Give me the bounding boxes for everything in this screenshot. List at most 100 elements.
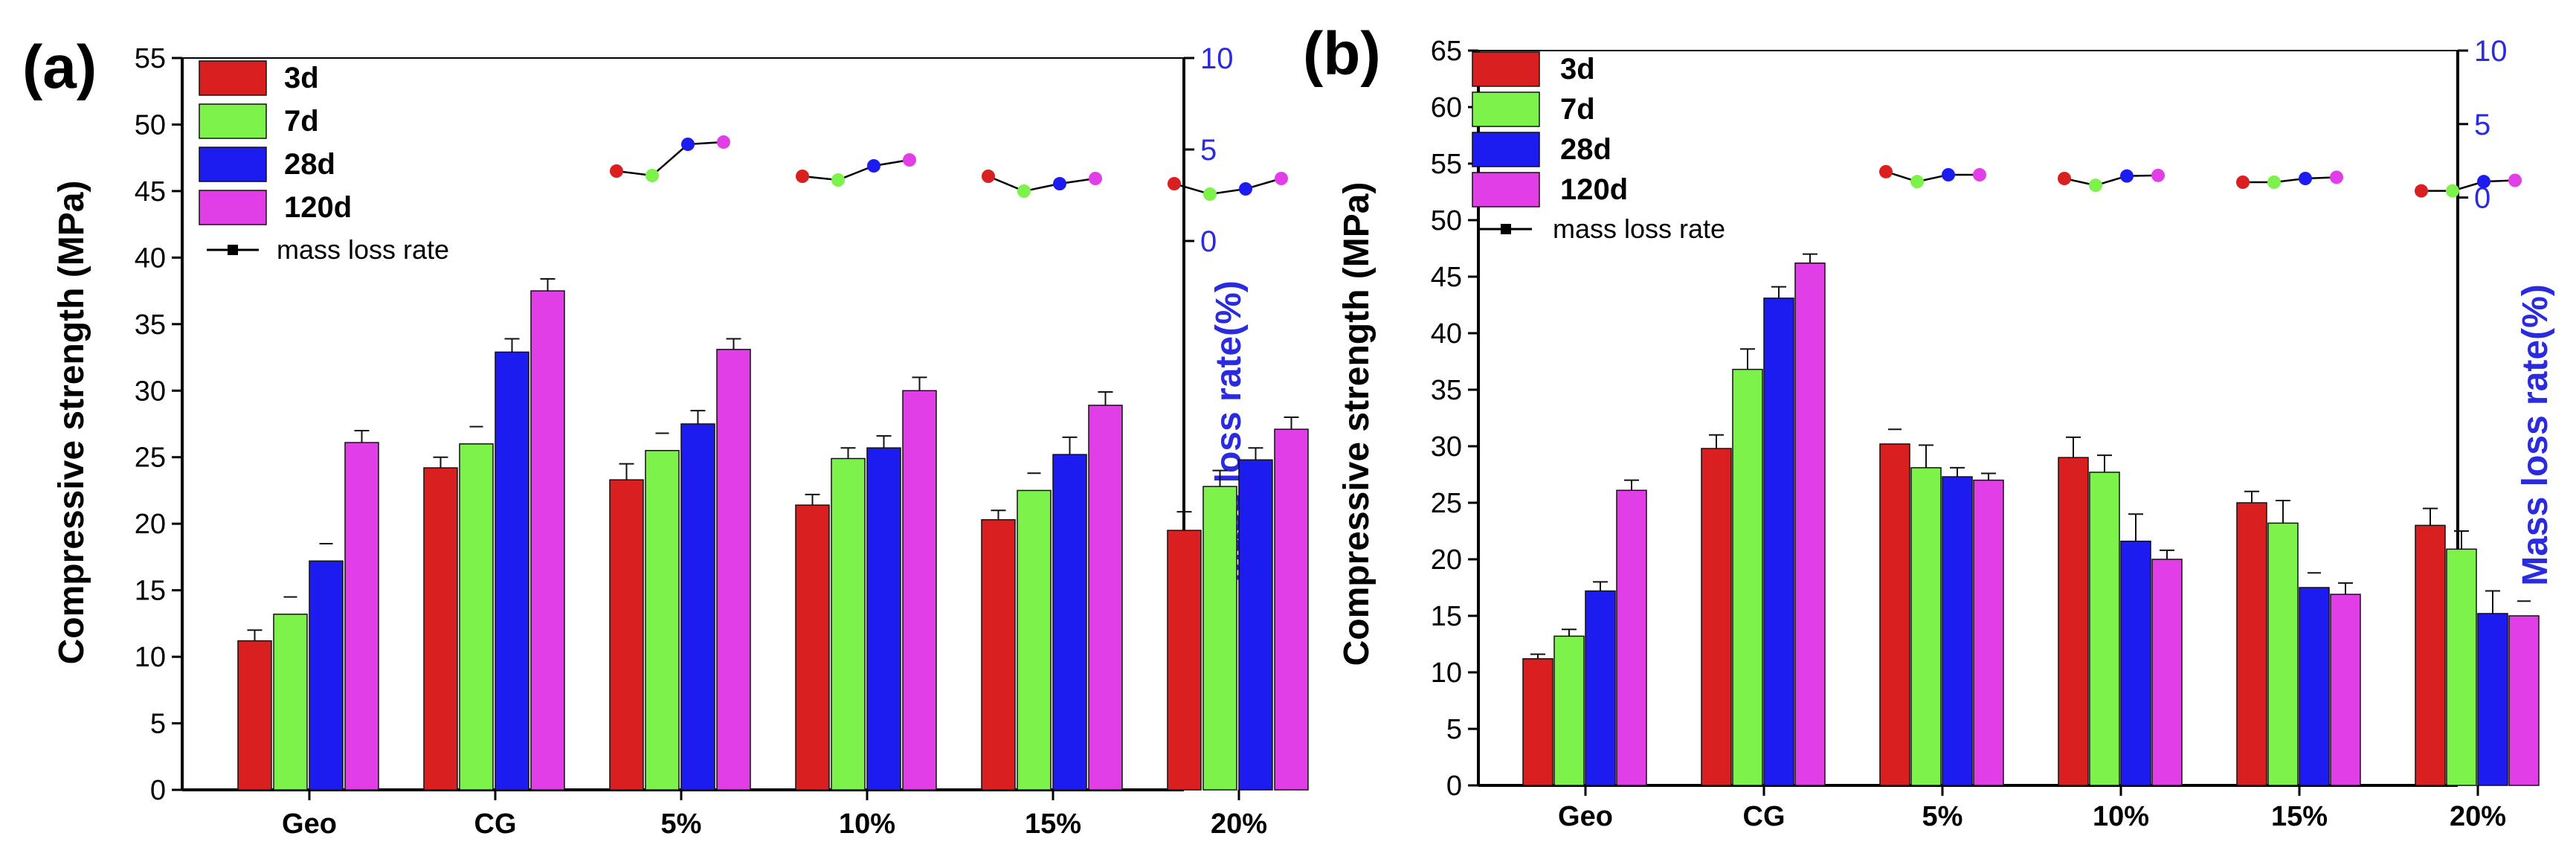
mass-loss-point-3d [796,170,809,183]
legend-label-28d: 28d [1560,133,1611,166]
y2-axis-title: Mass loss rate(%) [2516,284,2555,586]
mass-loss-point-7d [1017,184,1031,198]
x-tick-label: 10% [839,808,895,840]
bar-120d-10% [2151,559,2183,786]
y2-tick-label: 10 [2474,35,2508,68]
y-tick-label: 15 [1431,601,1462,632]
legend-label-3d: 3d [284,62,319,94]
panel-label-b: (b) [1303,20,1381,88]
mass-loss-point-28d [867,159,880,173]
y-tick-label: 0 [150,775,166,806]
y-tick-label: 35 [135,309,166,341]
bar-7d-10% [831,457,866,791]
mass-loss-point-120d [2330,170,2343,184]
y-tick-label: 10 [135,642,166,673]
bar-28d-10% [866,447,901,791]
bar-28d-Geo [309,560,344,791]
y-tick-label: 35 [1431,375,1462,406]
bar-7d-Geo [273,614,308,791]
bar-3d-5% [609,479,644,791]
mass-loss-point-28d [1942,168,1955,181]
y-tick-label: 65 [1431,36,1462,67]
mass-loss-line [988,175,1096,193]
mass-loss-point-3d [1168,177,1181,190]
y2-tick-label: 5 [2474,109,2490,141]
bar-28d-10% [2120,540,2151,786]
y-tick-label: 50 [1431,205,1462,237]
bar-3d-15% [2236,502,2267,786]
mass-loss-point-28d [1053,177,1066,190]
y-tick-label: 25 [135,443,166,474]
bar-7d-20% [2446,548,2477,786]
x-tick-label: 5% [661,808,702,840]
bar-3d-5% [1879,443,1910,786]
bar-28d-15% [2299,587,2330,786]
mass-loss-point-7d [1203,187,1217,201]
bar-7d-5% [645,450,680,791]
legend-label-7d: 7d [1560,93,1595,126]
legend-swatch-120d [1472,172,1540,208]
bar-7d-15% [1017,489,1052,791]
y-tick-label: 55 [1431,149,1462,180]
mass-loss-line [2064,174,2159,187]
mass-loss-point-120d [1275,172,1288,185]
mass-loss-point-3d [1879,164,1893,178]
bar-120d-5% [716,349,751,791]
bar-120d-20% [1274,428,1309,791]
bar-120d-15% [2330,594,2361,786]
x-tick-label: 10% [2093,801,2149,832]
x-tick-label: 20% [1211,808,1267,840]
mass-loss-line [616,141,724,177]
y2-tick-label: 0 [1200,225,1217,258]
mass-loss-point-28d [2120,169,2134,183]
bar-7d-20% [1202,486,1237,791]
bar-3d-10% [795,504,830,791]
mass-loss-point-120d [903,153,916,167]
mass-loss-point-3d [2058,172,2071,185]
bar-3d-Geo [237,640,272,791]
x-tick-label: Geo [1558,801,1613,832]
bar-120d-CG [530,290,565,791]
bar-3d-10% [2058,457,2089,786]
mass-loss-point-28d [681,138,695,151]
mass-loss-point-7d [831,173,845,187]
y-tick-label: 30 [135,376,166,407]
mass-loss-point-28d [2299,172,2312,185]
legend-mass-loss-marker [228,245,238,255]
mass-loss-point-120d [1089,172,1102,185]
chart-panel-b: 0 5 10 15 20 25 30 35 40 45 50 55 60 65 0 5 10 Compressiv… [1337,35,2555,832]
y-tick-label: 45 [1431,262,1462,293]
y-tick-label: 10 [1431,657,1462,689]
mass-loss-point-28d [1239,182,1252,196]
legend-label-3d: 3d [1560,53,1595,86]
mass-loss-point-28d [2477,175,2490,189]
bar-28d-20% [2477,613,2508,786]
x-tick-label: 5% [1922,801,1963,832]
y-tick-label: 30 [1431,431,1462,463]
bar-3d-CG [423,467,458,791]
y-tick-label: 15 [135,576,166,607]
bar-3d-Geo [1522,658,1553,786]
mass-loss-point-120d [2151,168,2165,182]
bar-3d-20% [1167,530,1202,791]
chart-panel-a: 0 5 10 15 20 25 30 35 40 45 50 55 0 5 10 Compressive st… [52,42,1309,840]
y-axis-title: Compressive strength (MPa) [52,181,91,665]
legend-mass-loss-marker [1501,224,1511,234]
mass-loss-point-7d [645,169,659,182]
y-tick-label: 55 [135,43,166,74]
bar-7d-5% [1910,467,1942,786]
mass-loss-line [2421,179,2516,192]
bar-7d-15% [2267,522,2299,786]
mass-loss-line [1885,170,1980,183]
x-tick-label: CG [1743,801,1786,832]
y-tick-label: 0 [1446,771,1462,802]
x-tick-label: CG [474,808,517,840]
y-axis-title: Compressive strength (MPa) [1337,182,1376,666]
bar-28d-15% [1052,454,1087,791]
legend-label-120d: 120d [284,191,352,224]
bar-28d-Geo [1585,590,1616,786]
mass-loss-point-3d [610,164,623,178]
y-tick-label: 60 [1431,92,1462,123]
bar-120d-Geo [344,442,379,791]
mass-loss-line [1173,177,1282,196]
